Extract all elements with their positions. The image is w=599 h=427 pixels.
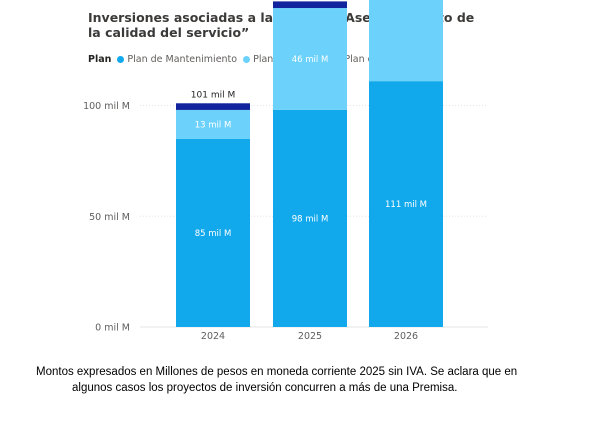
y-tick-label: 0 mil M [95, 323, 130, 334]
bar-segment [273, 109, 347, 328]
bar-segment [176, 109, 250, 139]
bar-segment [176, 138, 250, 327]
bar-segment [273, 8, 347, 110]
bar-segment [369, 81, 443, 327]
legend-title: Plan [88, 53, 112, 65]
legend-label: Plan de Mantenimiento [127, 53, 238, 65]
legend-dot-mejoras [243, 55, 251, 63]
y-tick-label: 50 mil M [89, 212, 130, 223]
legend-dot-mantenimiento [117, 55, 125, 63]
footnote-line-1: Montos expresados en Millones de pesos e… [36, 366, 518, 378]
bar-segment-label: 85 mil M [195, 229, 232, 239]
bar-segment [273, 1, 347, 9]
bar-segment [369, 0, 443, 82]
footnote-line-2: algunos casos los proyectos de inversión… [72, 382, 458, 394]
bar-segment [176, 103, 250, 110]
bar-total-label: 101 mil M [191, 90, 235, 100]
x-tick-label: 2026 [394, 331, 418, 342]
bar-segment-label: 46 mil M [292, 55, 329, 65]
bar-segment-label: 13 mil M [195, 120, 232, 130]
legend-item-mantenimiento[interactable]: Plan de Mantenimiento [117, 54, 237, 65]
footnote: Montos expresados en Millones de pesos e… [36, 364, 576, 396]
y-tick-label: 100 mil M [83, 101, 130, 112]
x-tick-label: 2025 [298, 331, 322, 342]
bar-segment-label: 98 mil M [292, 214, 329, 224]
bar-segment-label: 111 mil M [385, 200, 427, 210]
y-tick-label: 150 mil M [83, 0, 130, 1]
x-tick-label: 2024 [201, 331, 225, 342]
